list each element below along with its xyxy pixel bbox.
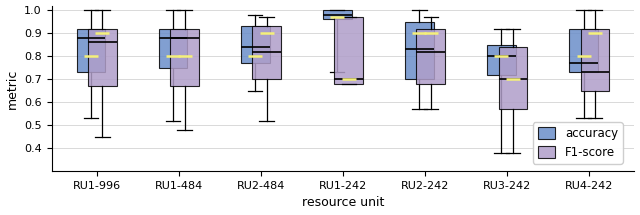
PathPatch shape — [417, 29, 445, 84]
PathPatch shape — [323, 10, 351, 19]
PathPatch shape — [77, 29, 106, 72]
PathPatch shape — [252, 26, 281, 79]
X-axis label: resource unit: resource unit — [302, 197, 384, 209]
PathPatch shape — [580, 29, 609, 91]
PathPatch shape — [170, 29, 199, 86]
PathPatch shape — [405, 22, 434, 79]
PathPatch shape — [569, 29, 598, 72]
PathPatch shape — [334, 17, 363, 84]
Legend: accuracy, F1-score: accuracy, F1-score — [533, 122, 623, 164]
PathPatch shape — [159, 29, 188, 68]
PathPatch shape — [499, 47, 527, 109]
Y-axis label: metric: metric — [6, 68, 19, 109]
PathPatch shape — [88, 29, 117, 86]
PathPatch shape — [241, 26, 269, 63]
PathPatch shape — [487, 45, 516, 75]
